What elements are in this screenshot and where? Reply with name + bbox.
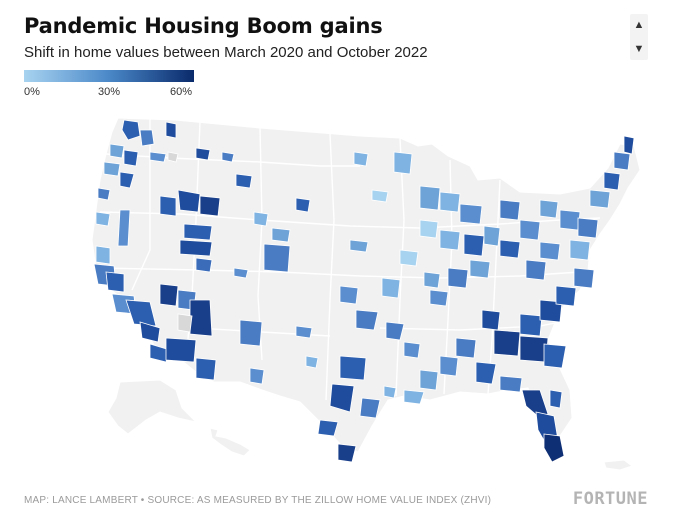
fortune-logo: FORTUNE (572, 489, 648, 509)
color-legend: 0% 30% 60% (24, 70, 196, 100)
page-subtitle: Shift in home values between March 2020 … (24, 44, 428, 61)
puerto-rico-shape (603, 459, 634, 471)
chevron-down-icon[interactable]: ▼ (633, 43, 645, 55)
chevron-up-icon[interactable]: ▲ (633, 19, 645, 31)
legend-label-max: 60% (170, 86, 193, 98)
metro-regions (93, 119, 635, 463)
page-title: Pandemic Housing Boom gains (24, 14, 383, 38)
legend-label-min: 0% (24, 86, 40, 98)
source-credit: MAP: LANCE LAMBERT • SOURCE: AS MEASURED… (24, 495, 492, 506)
us-county-map (91, 117, 641, 471)
scroll-control[interactable]: ▲ ▼ (630, 14, 648, 60)
hawaii-shape (209, 427, 251, 457)
legend-label-mid: 30% (98, 86, 121, 98)
legend-gradient-bar (24, 70, 194, 82)
alaska-shape (107, 379, 198, 435)
